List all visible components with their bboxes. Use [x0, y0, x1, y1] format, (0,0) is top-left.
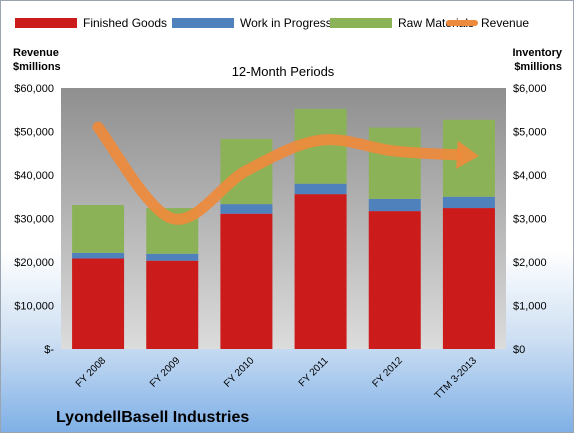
bar-finished-goods-3: [294, 194, 347, 349]
left-axis-ticks: $- $10,000 $20,000 $30,000 $40,000 $50,000 $60…: [14, 83, 54, 356]
left-tick-label: $-: [44, 344, 54, 356]
category-labels: FY 2008 FY 2009 FY 2010 FY 2011 FY 2012 TTM 3…: [74, 355, 480, 402]
revenue-arrowhead: [456, 140, 479, 169]
left-axis-title-line1: Revenue: [13, 47, 59, 59]
bar-finished-goods-2: [220, 213, 273, 349]
left-tick-label: $50,000: [14, 127, 54, 139]
right-axis-ticks: $0 $1,000 $2,000 $3,000 $4,000 $5,000 $6,000: [513, 83, 547, 356]
chart-subtitle: 12-Month Periods: [232, 64, 335, 79]
bar-work-in-progress-2: [220, 204, 273, 214]
bars: [72, 108, 495, 349]
legend-label-1: Work in Progress: [240, 16, 332, 30]
category-label: FY 2010: [222, 355, 257, 390]
bar-work-in-progress-3: [294, 183, 347, 195]
bar-work-in-progress-0: [72, 252, 125, 259]
bar-work-in-progress-4: [368, 198, 421, 212]
bar-work-in-progress-5: [442, 196, 495, 209]
legend-swatch-2: [330, 18, 392, 28]
left-axis-title-line2: $millions: [13, 61, 61, 73]
category-label: FY 2012: [370, 355, 405, 390]
legend-label-2: Raw Materials: [398, 16, 474, 30]
legend-label-0: Finished Goods: [83, 16, 167, 30]
legend-label-revenue: Revenue: [481, 16, 529, 30]
legend: Finished Goods Work in Progress Raw Materi…: [15, 16, 529, 30]
left-tick-label: $40,000: [14, 170, 54, 182]
right-tick-label: $0: [513, 344, 525, 356]
right-tick-label: $1,000: [513, 301, 547, 313]
revenue-line-group: [92, 121, 479, 225]
right-axis-title-line1: Inventory: [512, 47, 562, 59]
bar-finished-goods-1: [146, 260, 199, 349]
right-tick-label: $3,000: [513, 214, 547, 226]
category-label: TTM 3-2013: [433, 355, 480, 402]
company-name: LyondellBasell Industries: [56, 409, 249, 426]
right-tick-label: $6,000: [513, 83, 547, 95]
left-tick-label: $10,000: [14, 301, 54, 313]
right-axis-title-line2: $millions: [514, 61, 562, 73]
left-tick-label: $20,000: [14, 257, 54, 269]
category-label: FY 2009: [148, 355, 183, 390]
legend-swatch-0: [15, 18, 77, 28]
right-tick-label: $2,000: [513, 257, 547, 269]
bar-finished-goods-0: [72, 258, 125, 349]
left-tick-label: $60,000: [14, 83, 54, 95]
category-label: FY 2011: [297, 355, 331, 389]
right-tick-label: $4,000: [513, 170, 547, 182]
category-label: FY 2008: [74, 355, 109, 390]
legend-swatch-1: [172, 18, 234, 28]
left-tick-label: $30,000: [14, 214, 54, 226]
right-tick-label: $5,000: [513, 127, 547, 139]
bar-finished-goods-4: [368, 211, 421, 349]
revenue-line: [92, 121, 463, 225]
plot-area: [61, 88, 506, 349]
bar-raw-materials-0: [72, 205, 125, 253]
bar-finished-goods-5: [442, 208, 495, 349]
bar-work-in-progress-1: [146, 253, 199, 261]
bar-raw-materials-4: [368, 127, 421, 199]
